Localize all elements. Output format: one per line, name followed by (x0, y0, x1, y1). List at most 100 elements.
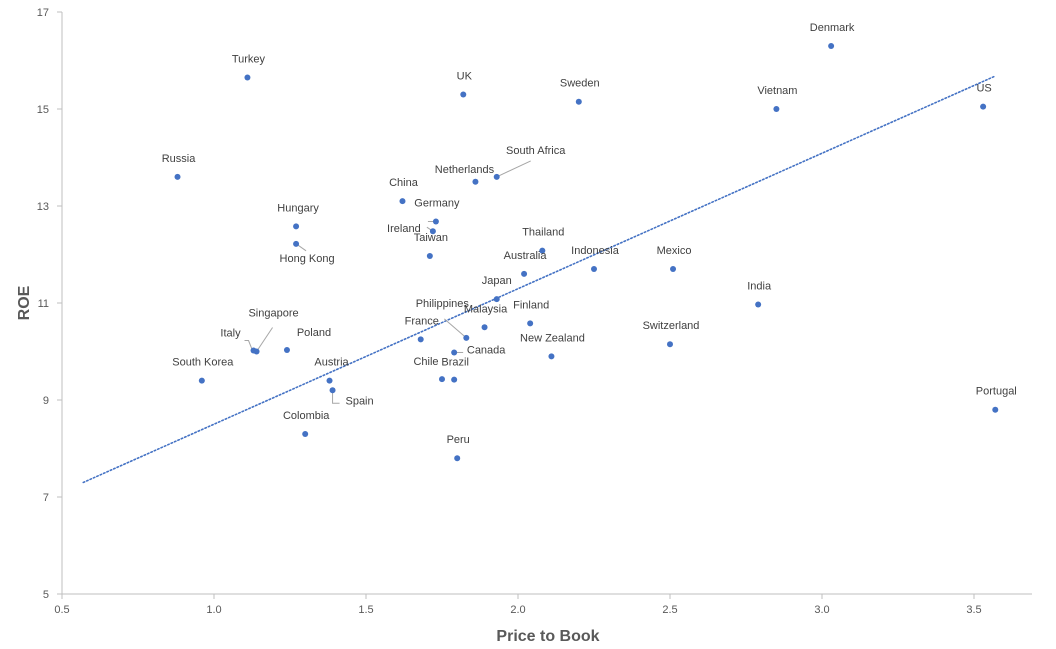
trendline (82, 75, 997, 484)
data-label-spain: Spain (345, 395, 373, 407)
leader-line-singapore (256, 327, 273, 352)
x-tick-label: 2.0 (510, 604, 525, 616)
data-label-hong-kong: Hong Kong (280, 253, 335, 265)
data-label-vietnam: Vietnam (757, 85, 797, 97)
data-points (174, 42, 999, 462)
leader-lines (244, 160, 531, 404)
data-label-australia: Australia (504, 250, 548, 262)
data-point-russia (174, 173, 181, 180)
data-label-brazil: Brazil (441, 357, 469, 369)
y-tick-label: 13 (37, 201, 49, 213)
data-label-portugal: Portugal (976, 386, 1017, 398)
data-point-spain (329, 387, 336, 394)
data-point-poland (283, 347, 290, 354)
data-point-colombia (302, 430, 309, 437)
data-point-ireland (429, 228, 436, 235)
data-label-singapore: Singapore (248, 308, 298, 320)
data-point-denmark (828, 42, 835, 49)
data-label-taiwan: Taiwan (414, 232, 448, 244)
data-label-germany: Germany (414, 198, 460, 210)
data-label-switzerland: Switzerland (643, 320, 700, 332)
data-point-us (980, 103, 987, 110)
data-point-south-africa (493, 173, 500, 180)
y-tick-label: 17 (37, 7, 49, 19)
data-point-hungary (293, 223, 300, 230)
data-label-italy: Italy (220, 328, 241, 340)
data-point-switzerland (667, 341, 673, 348)
data-point-chile (439, 376, 445, 383)
x-tick-label: 3.5 (966, 604, 981, 616)
data-point-brazil (451, 376, 458, 383)
data-point-peru (454, 455, 461, 462)
data-label-malaysia: Malaysia (464, 303, 508, 315)
data-point-new-zealand (548, 353, 555, 360)
x-axis-title: Price to Book (496, 628, 599, 645)
data-label-china: China (389, 177, 419, 189)
x-tick-label: 1.5 (358, 604, 373, 616)
data-label-poland: Poland (297, 327, 331, 339)
leader-line-philippines (443, 318, 467, 339)
data-label-new-zealand: New Zealand (520, 332, 585, 344)
data-label-austria: Austria (314, 357, 349, 369)
data-point-japan (493, 296, 500, 303)
data-point-france (417, 336, 424, 343)
y-tick-label: 5 (43, 589, 49, 601)
data-point-taiwan (426, 252, 433, 259)
data-point-south-korea (198, 377, 205, 384)
data-label-philippines: Philippines (416, 298, 470, 310)
x-tick-label: 3.0 (814, 604, 829, 616)
data-label-india: India (747, 280, 772, 292)
data-label-south-africa: South Africa (506, 145, 566, 157)
data-point-netherlands (472, 178, 479, 185)
data-label-peru: Peru (447, 434, 470, 446)
data-label-south-korea: South Korea (172, 357, 234, 369)
data-point-canada (451, 349, 458, 356)
data-point-finland (527, 320, 534, 327)
data-label-finland: Finland (513, 299, 549, 311)
y-tick-label: 15 (37, 104, 49, 116)
x-tick-label: 1.0 (206, 604, 221, 616)
data-label-ireland: Ireland (387, 223, 421, 235)
data-point-vietnam (773, 106, 780, 112)
data-label-us: US (976, 83, 991, 95)
data-label-japan: Japan (482, 275, 512, 287)
y-axis-title: ROE (16, 285, 33, 320)
data-point-austria (326, 377, 333, 384)
data-point-hong-kong (293, 240, 300, 247)
x-tick-label: 0.5 (54, 604, 69, 616)
data-point-sweden (575, 98, 582, 105)
data-label-hungary: Hungary (277, 202, 319, 214)
leader-line-spain (332, 390, 340, 404)
data-point-malaysia (481, 324, 488, 331)
data-label-netherlands: Netherlands (435, 164, 495, 176)
data-point-india (755, 301, 762, 308)
data-label-sweden: Sweden (560, 78, 600, 90)
data-point-australia (521, 270, 528, 277)
x-tick-label: 2.5 (662, 604, 677, 616)
y-tick-label: 9 (43, 395, 49, 407)
y-tick-label: 7 (43, 492, 49, 504)
trendline-group (82, 75, 997, 484)
data-point-philippines (463, 334, 470, 341)
data-label-russia: Russia (162, 153, 197, 165)
data-label-uk: UK (457, 70, 473, 82)
data-label-indonesia: Indonesia (571, 245, 620, 257)
data-point-turkey (244, 74, 251, 81)
data-labels: Denmark Turkey UK Sweden Vietnam US Russia Neth… (162, 22, 1017, 446)
data-label-colombia: Colombia (283, 410, 330, 422)
data-point-italy (250, 347, 257, 354)
data-point-china (399, 198, 406, 205)
data-label-canada: Canada (467, 344, 506, 356)
leader-line-italy (244, 340, 253, 351)
data-label-thailand: Thailand (522, 227, 564, 239)
data-point-portugal (992, 406, 999, 413)
data-point-uk (460, 91, 467, 98)
y-tick-label: 11 (38, 298, 49, 310)
data-label-france: France (405, 315, 439, 327)
axes: 0.5 1.0 1.5 2.0 2.5 3.0 3.5 5 7 9 11 13 15 17 (37, 7, 1032, 616)
data-label-chile: Chile (413, 356, 438, 368)
data-point-thailand (539, 247, 546, 254)
data-point-germany (432, 218, 439, 225)
